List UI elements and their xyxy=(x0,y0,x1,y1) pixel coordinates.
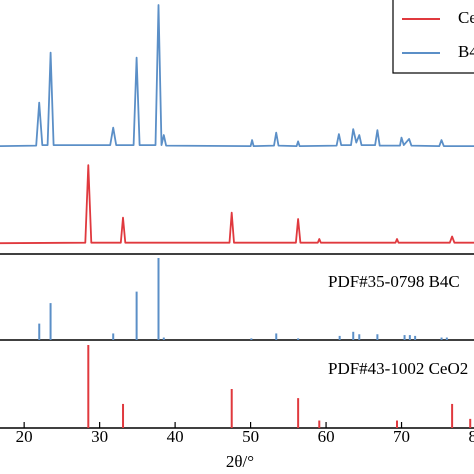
data-line xyxy=(0,164,474,245)
legend-box xyxy=(392,0,474,74)
x-tick-label: 70 xyxy=(393,427,410,446)
panel-label: PDF#43-1002 CeO2 xyxy=(328,359,468,378)
x-tick-label: 80 xyxy=(469,427,474,446)
legend-label: B4C xyxy=(458,42,474,61)
x-tick-label: 40 xyxy=(167,427,184,446)
x-tick-label: 30 xyxy=(91,427,108,446)
panel-label: PDF#35-0798 B4C xyxy=(328,272,460,291)
x-tick-label: 20 xyxy=(16,427,33,446)
data-line xyxy=(0,4,474,147)
x-tick-label: 60 xyxy=(318,427,335,446)
x-tick-label: 50 xyxy=(242,427,259,446)
x-axis-label: 2θ/° xyxy=(226,452,254,471)
legend-label: CeO2 xyxy=(458,8,474,27)
